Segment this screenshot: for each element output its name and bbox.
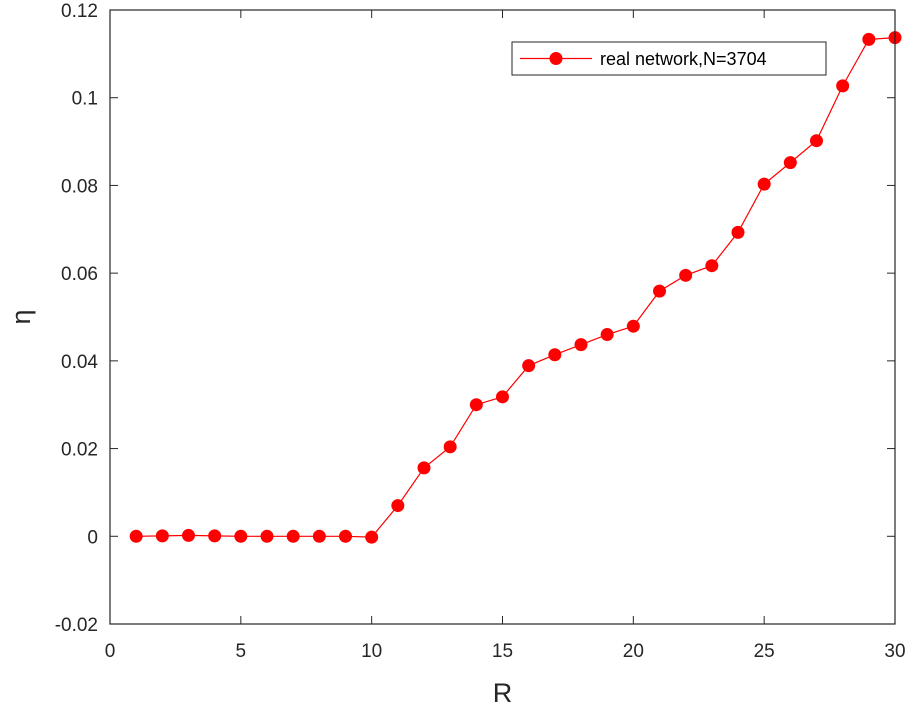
data-point — [653, 284, 666, 298]
y-tick-label: -0.02 — [55, 615, 98, 636]
data-point — [365, 530, 379, 544]
data-point — [129, 529, 143, 543]
data-point — [391, 499, 405, 513]
data-point — [286, 529, 300, 543]
y-tick-label: 0.12 — [61, 1, 98, 22]
data-point — [522, 359, 536, 373]
data-point — [862, 32, 876, 46]
data-point — [679, 268, 693, 282]
y-tick-label: 0.08 — [61, 176, 98, 197]
legend: real network,N=3704 — [511, 41, 827, 76]
data-point — [208, 529, 222, 543]
legend-label: real network,N=3704 — [600, 49, 767, 69]
data-point — [417, 461, 431, 475]
data-point — [260, 529, 274, 543]
data-point — [731, 225, 745, 239]
data-point — [548, 348, 562, 362]
legend-marker — [549, 52, 563, 65]
data-point — [496, 390, 509, 404]
data-point — [810, 134, 823, 148]
data-point — [339, 529, 352, 543]
y-axis-label: η — [6, 309, 36, 324]
data-point — [443, 440, 457, 454]
x-tick-label: 5 — [236, 641, 247, 662]
y-axis-ticks: -0.02 0 0.02 0.04 0.06 0.08 0.1 0.12 — [55, 1, 895, 636]
data-point — [600, 328, 614, 342]
x-tick-label: 25 — [754, 641, 775, 662]
x-tick-label: 30 — [884, 641, 905, 662]
y-tick-label: 0.04 — [61, 352, 98, 373]
data-point — [155, 529, 169, 543]
axes — [109, 9, 896, 625]
x-axis-ticks: 0 5 10 15 20 25 30 — [105, 10, 906, 662]
data-point — [234, 529, 248, 543]
y-tick-label: 0 — [87, 527, 98, 548]
data-point — [836, 79, 850, 93]
x-tick-label: 15 — [492, 641, 513, 662]
x-tick-label: 10 — [361, 641, 382, 662]
y-tick-label: 0.06 — [61, 264, 98, 285]
x-axis-label: R — [493, 678, 513, 707]
data-point — [574, 338, 588, 352]
axes-box — [109, 9, 896, 625]
data-point — [626, 319, 640, 333]
data-point — [182, 528, 195, 542]
data-point — [469, 398, 483, 412]
plot-area — [129, 31, 902, 544]
series-line — [136, 37, 896, 538]
data-point — [783, 156, 797, 170]
y-tick-label: 0.1 — [72, 89, 98, 110]
data-point — [705, 259, 719, 273]
y-tick-label: 0.02 — [61, 440, 98, 461]
data-point — [312, 529, 326, 543]
data-point — [757, 177, 771, 191]
x-tick-label: 20 — [623, 641, 644, 662]
x-tick-label: 0 — [105, 641, 116, 662]
